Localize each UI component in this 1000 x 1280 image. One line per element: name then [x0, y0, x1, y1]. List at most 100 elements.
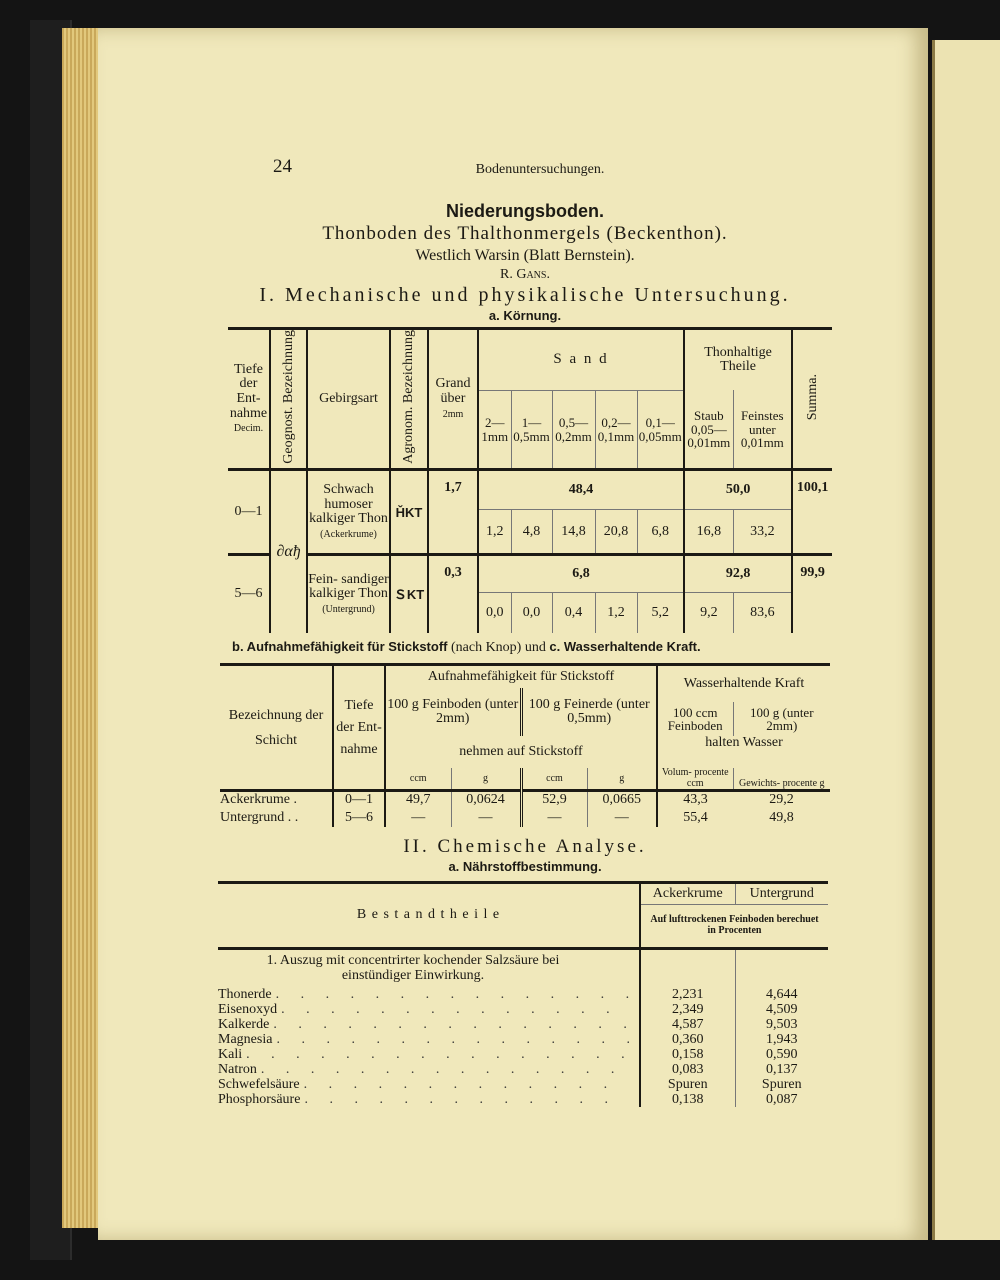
ackerkrume-feinerde-ccm: 52,9 [521, 790, 588, 809]
tiefe-header: Tiefe der Ent- nahme [229, 361, 268, 421]
row2-summa: 99,9 [800, 565, 825, 581]
geognost-value: ∂αђ [270, 469, 308, 633]
wasser-header: Wasserhaltende Kraft [683, 675, 805, 691]
dot-leader: . . . . . . . . . . . . . . . . . . . . … [275, 987, 629, 1003]
ackerkrume-value: 0,158 [640, 1047, 736, 1063]
ackerkrume-value: Spuren [640, 1077, 736, 1093]
table-row: Kalkerde. . . . . . . . . . . . . . . . … [218, 1017, 828, 1033]
row1-sand-0: 1,2 [478, 509, 512, 555]
untergrund-volum: 55,4 [683, 809, 708, 825]
untergrund-feinboden-ccm: — [385, 808, 452, 827]
location: Westlich Warsin (Blatt Bernstein). [415, 247, 635, 264]
row2-gebirgsart: Fein- sandiger kalkiger Thon [308, 571, 389, 602]
basis-note: Auf lufttrockenen Feinboden berechuet in… [650, 914, 819, 936]
sand-header: S a n d [478, 328, 686, 391]
row2-sand-1: 0,0 [511, 592, 553, 633]
bezeichnung-header: Bezeichnung der Schicht [220, 664, 333, 793]
row1-grand: 1,7 [428, 469, 479, 555]
page-content: 24 Bodenuntersuchungen. Niederungsboden.… [218, 156, 833, 1108]
grand-unit: 2mm [442, 408, 464, 420]
row1-sand-4: 6,8 [637, 509, 686, 555]
subsection-a-koernung: a. Körnung. [488, 308, 562, 323]
untergrund-value: 0,087 [766, 1092, 798, 1108]
gewicht-header: Gewichts- procente g [738, 777, 825, 789]
bestandteil-name: Kali [218, 1047, 243, 1063]
ackerkrume-feinerde-g: 0,0665 [587, 790, 658, 809]
row2-thon-total: 92,8 [684, 554, 794, 594]
row1-summa: 100,1 [792, 469, 833, 557]
koernung-table: Tiefe der Ent- nahme Decim. Geognost. Bez… [228, 327, 833, 633]
volum-header: Volum- procente ccm [657, 768, 734, 791]
unit-g-1: g [451, 768, 523, 791]
sand-2-1mm-header: 2— 1mm [478, 390, 512, 470]
subsection-b-rest: (nach Knop) und [450, 639, 546, 655]
facing-page [932, 40, 1000, 1240]
table-row: Thonerde. . . . . . . . . . . . . . . . … [218, 987, 828, 1003]
w2-header: 100 g (unter 2mm) [749, 704, 814, 734]
row1-sand-total: 48,4 [478, 469, 686, 511]
row1-gebirgsart: Schwach humoser kalkiger Thon [309, 482, 388, 527]
bestandteil-name: Phosphorsäure [218, 1092, 301, 1108]
row2-tiefe: 5—6 [228, 554, 271, 633]
row1-thon-1: 33,2 [733, 509, 794, 555]
untergrund-value: Spuren [761, 1077, 802, 1093]
gebirgsart-header: Gebirgsart [307, 328, 391, 472]
grand-header: Grand über [435, 376, 471, 406]
geognost-header: Geognost. Bezeichnung [280, 330, 296, 464]
dot-leader: . . . . . . . . . . . . . . . . . . . . … [260, 1062, 629, 1078]
bestandteil-name: Thonerde [218, 987, 272, 1003]
untergrund-value: 4,509 [766, 1002, 798, 1018]
ackerkrume-value: 4,587 [640, 1017, 736, 1033]
table-row: Phosphorsäure. . . . . . . . . . . . . .… [218, 1092, 828, 1108]
page-number: 24 [273, 156, 292, 177]
row2-thon-0: 9,2 [684, 592, 734, 633]
row2-agronom: ＳKT [390, 554, 429, 633]
table-row: Natron. . . . . . . . . . . . . . . . . … [218, 1062, 828, 1078]
ackerkrume-feinboden-ccm: 49,7 [385, 790, 452, 809]
row2-thon-1: 83,6 [733, 592, 794, 633]
row-ackerkrume: Ackerkrume . [220, 792, 297, 808]
untergrund-header: Untergrund [735, 882, 828, 905]
ackerkrume-header: Ackerkrume [640, 882, 736, 905]
sand-05-02mm-header: 0,5— 0,2mm [552, 390, 596, 470]
table-row: Eisenoxyd. . . . . . . . . . . . . . . .… [218, 1002, 828, 1018]
sand-01-005mm-header: 0,1— 0,05mm [637, 390, 686, 470]
untergrund-value: 0,590 [766, 1047, 798, 1063]
sand-02-01mm-header: 0,2— 0,1mm [595, 390, 638, 470]
untergrund-value: 4,644 [766, 987, 798, 1003]
bestandteil-name: Natron [218, 1062, 257, 1078]
bestandteil-name: Eisenoxyd [218, 1002, 278, 1018]
row1-thon-total: 50,0 [684, 469, 794, 511]
page-title: Niederungsboden. [445, 201, 604, 221]
table-row: Kali. . . . . . . . . . . . . . . . . . … [218, 1047, 828, 1063]
untergrund-feinerde-g: — [587, 808, 658, 827]
untergrund-value: 1,943 [766, 1032, 798, 1048]
ackerkrume-tiefe: 0—1 [332, 790, 386, 809]
tiefe-header: Tiefe der Ent- nahme [332, 664, 386, 793]
row2-sand-4: 5,2 [637, 592, 686, 633]
bestandtheile-header: B e s t a n d t h e i l e [218, 882, 641, 950]
untergrund-value: 9,503 [766, 1017, 798, 1033]
row1-sand-3: 20,8 [595, 509, 638, 555]
untergrund-feinerde-ccm: — [521, 808, 588, 827]
feinstes-header: Feinstes unter 0,01mm [733, 390, 794, 470]
ackerkrume-value: 0,360 [640, 1032, 736, 1048]
nehmen-header: nehmen auf Stickstoff [385, 736, 658, 769]
ackerkrume-value: 2,349 [640, 1002, 736, 1018]
bestandteil-name: Kalkerde [218, 1017, 270, 1033]
untergrund-gewicht: 49,8 [769, 809, 794, 825]
feinerde-header: 100 g Feinerde (unter 0,5mm) [521, 688, 658, 737]
subsection-c-label: c. Wasserhaltende Kraft. [549, 638, 701, 654]
row2-note: (Untergrund) [322, 604, 375, 616]
ackerkrume-value: 0,083 [640, 1062, 736, 1078]
ackerkrume-value: 0,138 [640, 1092, 736, 1108]
unit-ccm-2: ccm [521, 768, 588, 791]
ackerkrume-volum: 43,3 [683, 792, 708, 808]
row1-note: (Ackerkrume) [320, 529, 377, 541]
row1-tiefe: 0—1 [228, 469, 271, 557]
dot-leader: . . . . . . . . . . . . . . . . . . . . … [273, 1017, 629, 1033]
dot-leader: . . . . . . . . . . . . . . . . . . . . … [281, 1002, 629, 1018]
dot-leader: . . . . . . . . . . . . . . . . . . . . … [276, 1032, 629, 1048]
untergrund-value: 0,137 [766, 1062, 798, 1078]
dot-leader: . . . . . . . . . . . . . . . . . . . . … [303, 1077, 629, 1093]
